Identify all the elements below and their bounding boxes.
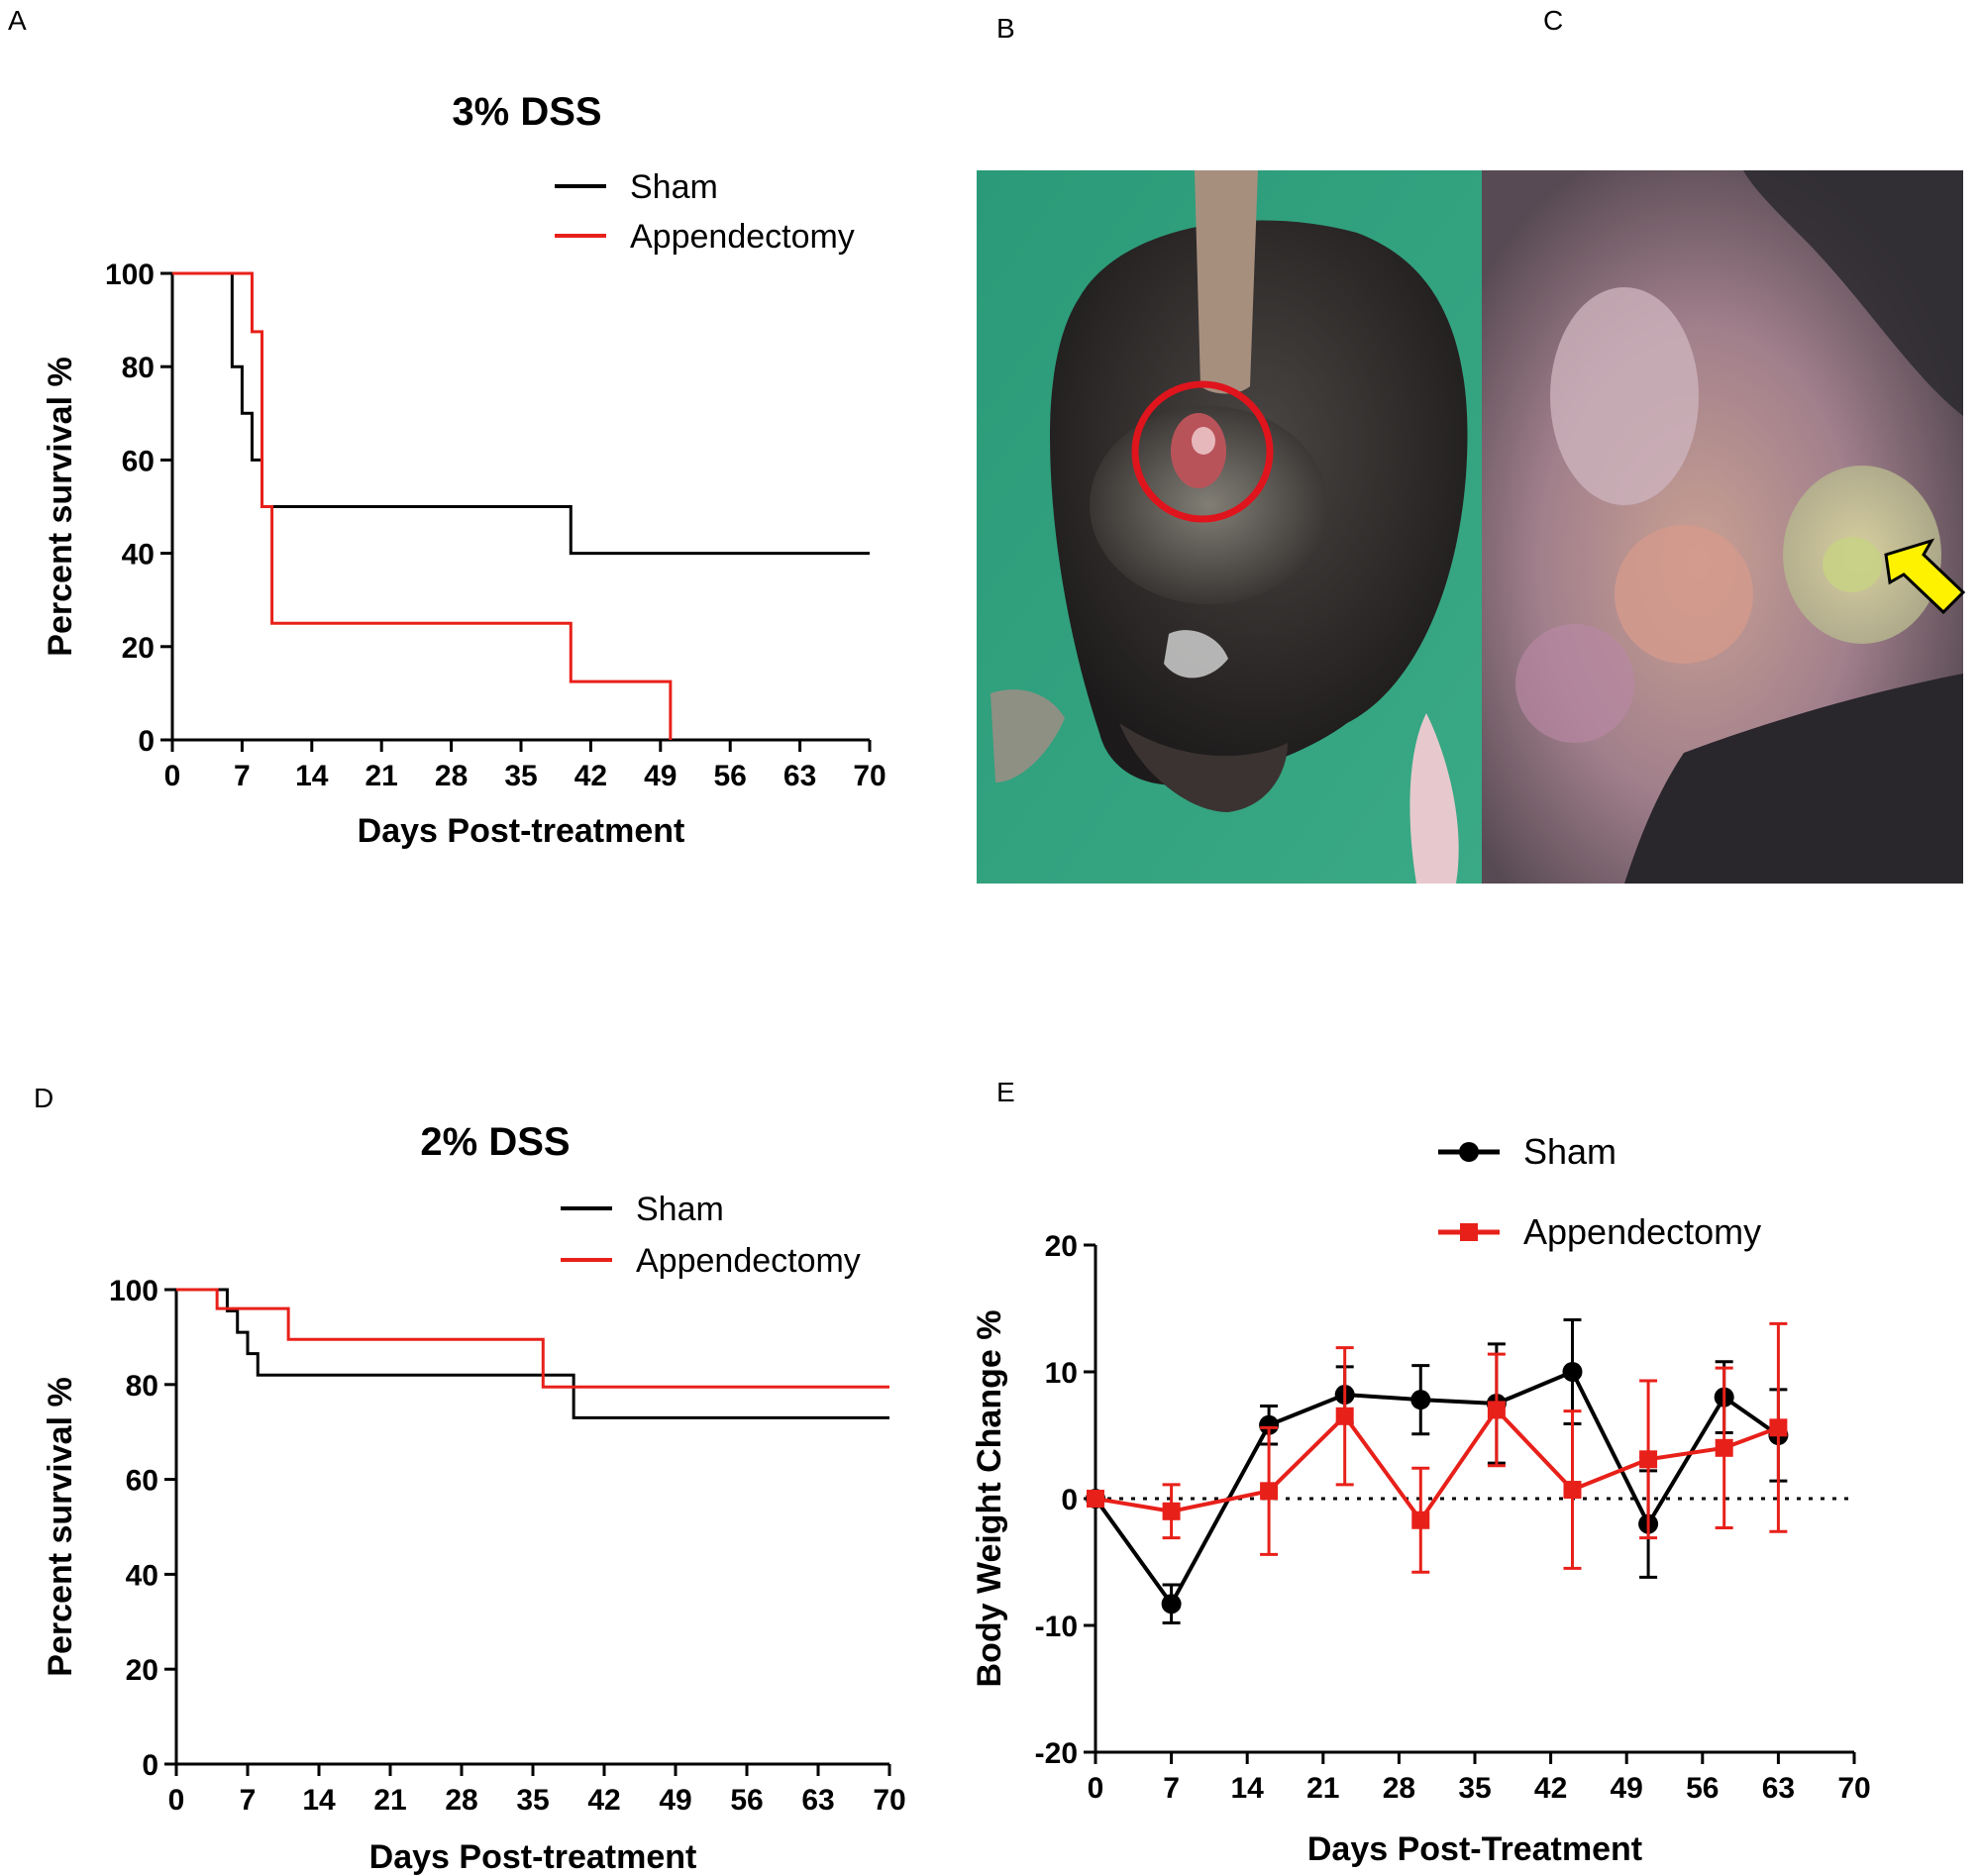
x-tick-label-d: 35 [516,1784,549,1817]
data-point-appendectomy [1260,1482,1279,1501]
x-tick-label-a: 42 [574,760,607,792]
x-tick-label-d: 42 [587,1784,620,1817]
highlight-circle [1131,380,1274,523]
x-tick-label-e: 35 [1458,1772,1491,1805]
x-tick-label-d: 14 [302,1784,336,1817]
y-tick-label-a: 100 [105,259,155,291]
x-tick-label-a: 0 [164,760,181,792]
panel-label-a: A [8,5,27,36]
x-axis-label-a: Days Post-treatment [358,812,685,850]
y-tick-label-e: 20 [1045,1230,1078,1263]
x-tick-label-a: 63 [783,760,816,792]
x-tick-label-a: 35 [504,760,537,792]
legend-marker-sham [1459,1142,1479,1162]
series-line-sham-e [1094,1369,1780,1608]
data-point-appendectomy [1487,1401,1506,1419]
series-line-appendectomy-d [176,1288,889,1389]
legend-label-appendectomy-e: Appendectomy [1523,1211,1761,1252]
x-tick-label-e: 70 [1837,1772,1870,1805]
y-tick-label-e: 10 [1045,1357,1078,1390]
data-point-sham [1562,1362,1583,1382]
legend-label-sham-e: Sham [1523,1131,1616,1172]
y-axis-label-e: Body Weight Change % [971,1310,1008,1688]
chart-title-a: 3% DSS [452,90,601,134]
x-tick-label-d: 49 [659,1784,691,1817]
data-point-sham [1259,1414,1280,1435]
y-axis-label-a: Percent survival % [42,357,79,656]
x-tick-label-a: 49 [644,760,677,792]
x-tick-label-d: 56 [730,1784,763,1817]
y-tick-label-d: 0 [142,1749,158,1782]
data-point-appendectomy [1411,1511,1430,1529]
chart-title-d: 2% DSS [420,1120,570,1164]
x-tick-label-a: 14 [295,760,329,792]
chart-survival-2pct: 0 7 14 21 28 35 42 49 56 63 70 0 20 40 60 80 100 2% DSS Da… [42,1120,906,1876]
x-tick-label-e: 21 [1306,1772,1339,1805]
y-tick-label-e: -10 [1035,1611,1078,1643]
data-point-appendectomy [1162,1502,1181,1520]
panel-label-d: D [34,1083,53,1113]
series-line-appendectomy-a [172,271,673,740]
legend-label-sham-a: Sham [630,168,718,206]
photo-mouse-rear [977,170,1482,884]
x-axis-label-d: Days Post-treatment [369,1838,697,1876]
x-tick-label-a: 70 [853,760,886,792]
legend-marker-appendectomy [1460,1223,1478,1241]
y-tick-label-e: 0 [1061,1484,1078,1516]
y-tick-label-d: 60 [126,1465,158,1498]
photo-opened-abdomen [1482,170,1966,884]
data-point-appendectomy [1769,1418,1788,1437]
y-tick-label-a: 60 [122,445,155,477]
y-tick-label-a: 80 [122,352,155,384]
legend-label-appendectomy-a: Appendectomy [630,218,855,256]
panel-label-e: E [996,1077,1015,1107]
y-tick-label-d: 80 [126,1370,158,1403]
x-tick-label-d: 21 [373,1784,406,1817]
series-line-sham-a [172,271,870,556]
x-axis-label-e: Days Post-Treatment [1307,1830,1642,1868]
x-tick-label-a: 21 [365,760,398,792]
x-tick-label-d: 63 [801,1784,834,1817]
y-tick-label-a: 20 [122,632,155,665]
x-tick-label-a: 28 [435,760,468,792]
data-point-appendectomy [1639,1450,1658,1469]
y-tick-label-e: -20 [1035,1737,1078,1770]
y-tick-label-d: 40 [126,1559,158,1592]
x-tick-label-d: 28 [445,1784,477,1817]
x-tick-label-e: 0 [1088,1772,1104,1805]
legend-label-appendectomy-d: Appendectomy [636,1242,861,1280]
x-tick-label-e: 7 [1163,1772,1180,1805]
panel-label-c: C [1543,5,1563,36]
y-tick-label-a: 40 [122,539,155,572]
x-tick-label-e: 14 [1231,1772,1265,1805]
x-tick-label-e: 63 [1762,1772,1795,1805]
x-tick-label-e: 42 [1534,1772,1567,1805]
data-point-appendectomy [1715,1438,1733,1457]
y-tick-label-d: 100 [109,1275,158,1307]
x-tick-label-a: 56 [714,760,747,792]
x-tick-label-e: 28 [1383,1772,1415,1805]
data-point-appendectomy [1563,1481,1582,1500]
x-tick-label-e: 49 [1611,1772,1643,1805]
data-point-appendectomy [1087,1490,1104,1508]
x-tick-label-a: 7 [234,760,251,792]
x-tick-label-e: 56 [1686,1772,1719,1805]
chart-survival-3pct: 0 7 14 21 28 35 42 49 56 63 70 0 20 40 60 80 100 3% DSS Da… [42,90,886,850]
y-tick-label-d: 20 [126,1654,158,1687]
data-point-appendectomy [1335,1407,1354,1425]
x-tick-label-d: 7 [240,1784,257,1817]
panel-label-b: B [996,13,1015,44]
data-point-sham [1410,1390,1431,1410]
x-tick-label-d: 0 [168,1784,185,1817]
yellow-arrow [1884,538,1966,615]
y-axis-label-d: Percent survival % [42,1377,79,1676]
legend-label-sham-d: Sham [636,1191,724,1228]
y-tick-label-a: 0 [138,725,155,758]
chart-body-weight: 0 7 14 21 28 35 42 49 56 63 70 -20 -10 0 10 20 Days Post… [971,1131,1871,1868]
series-line-appendectomy-e [1095,1407,1780,1524]
x-tick-label-d: 70 [873,1784,905,1817]
data-point-sham [1161,1594,1182,1615]
